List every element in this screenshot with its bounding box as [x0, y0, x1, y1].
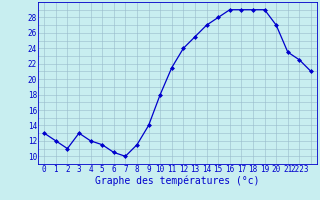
X-axis label: Graphe des températures (°c): Graphe des températures (°c)	[95, 176, 260, 186]
